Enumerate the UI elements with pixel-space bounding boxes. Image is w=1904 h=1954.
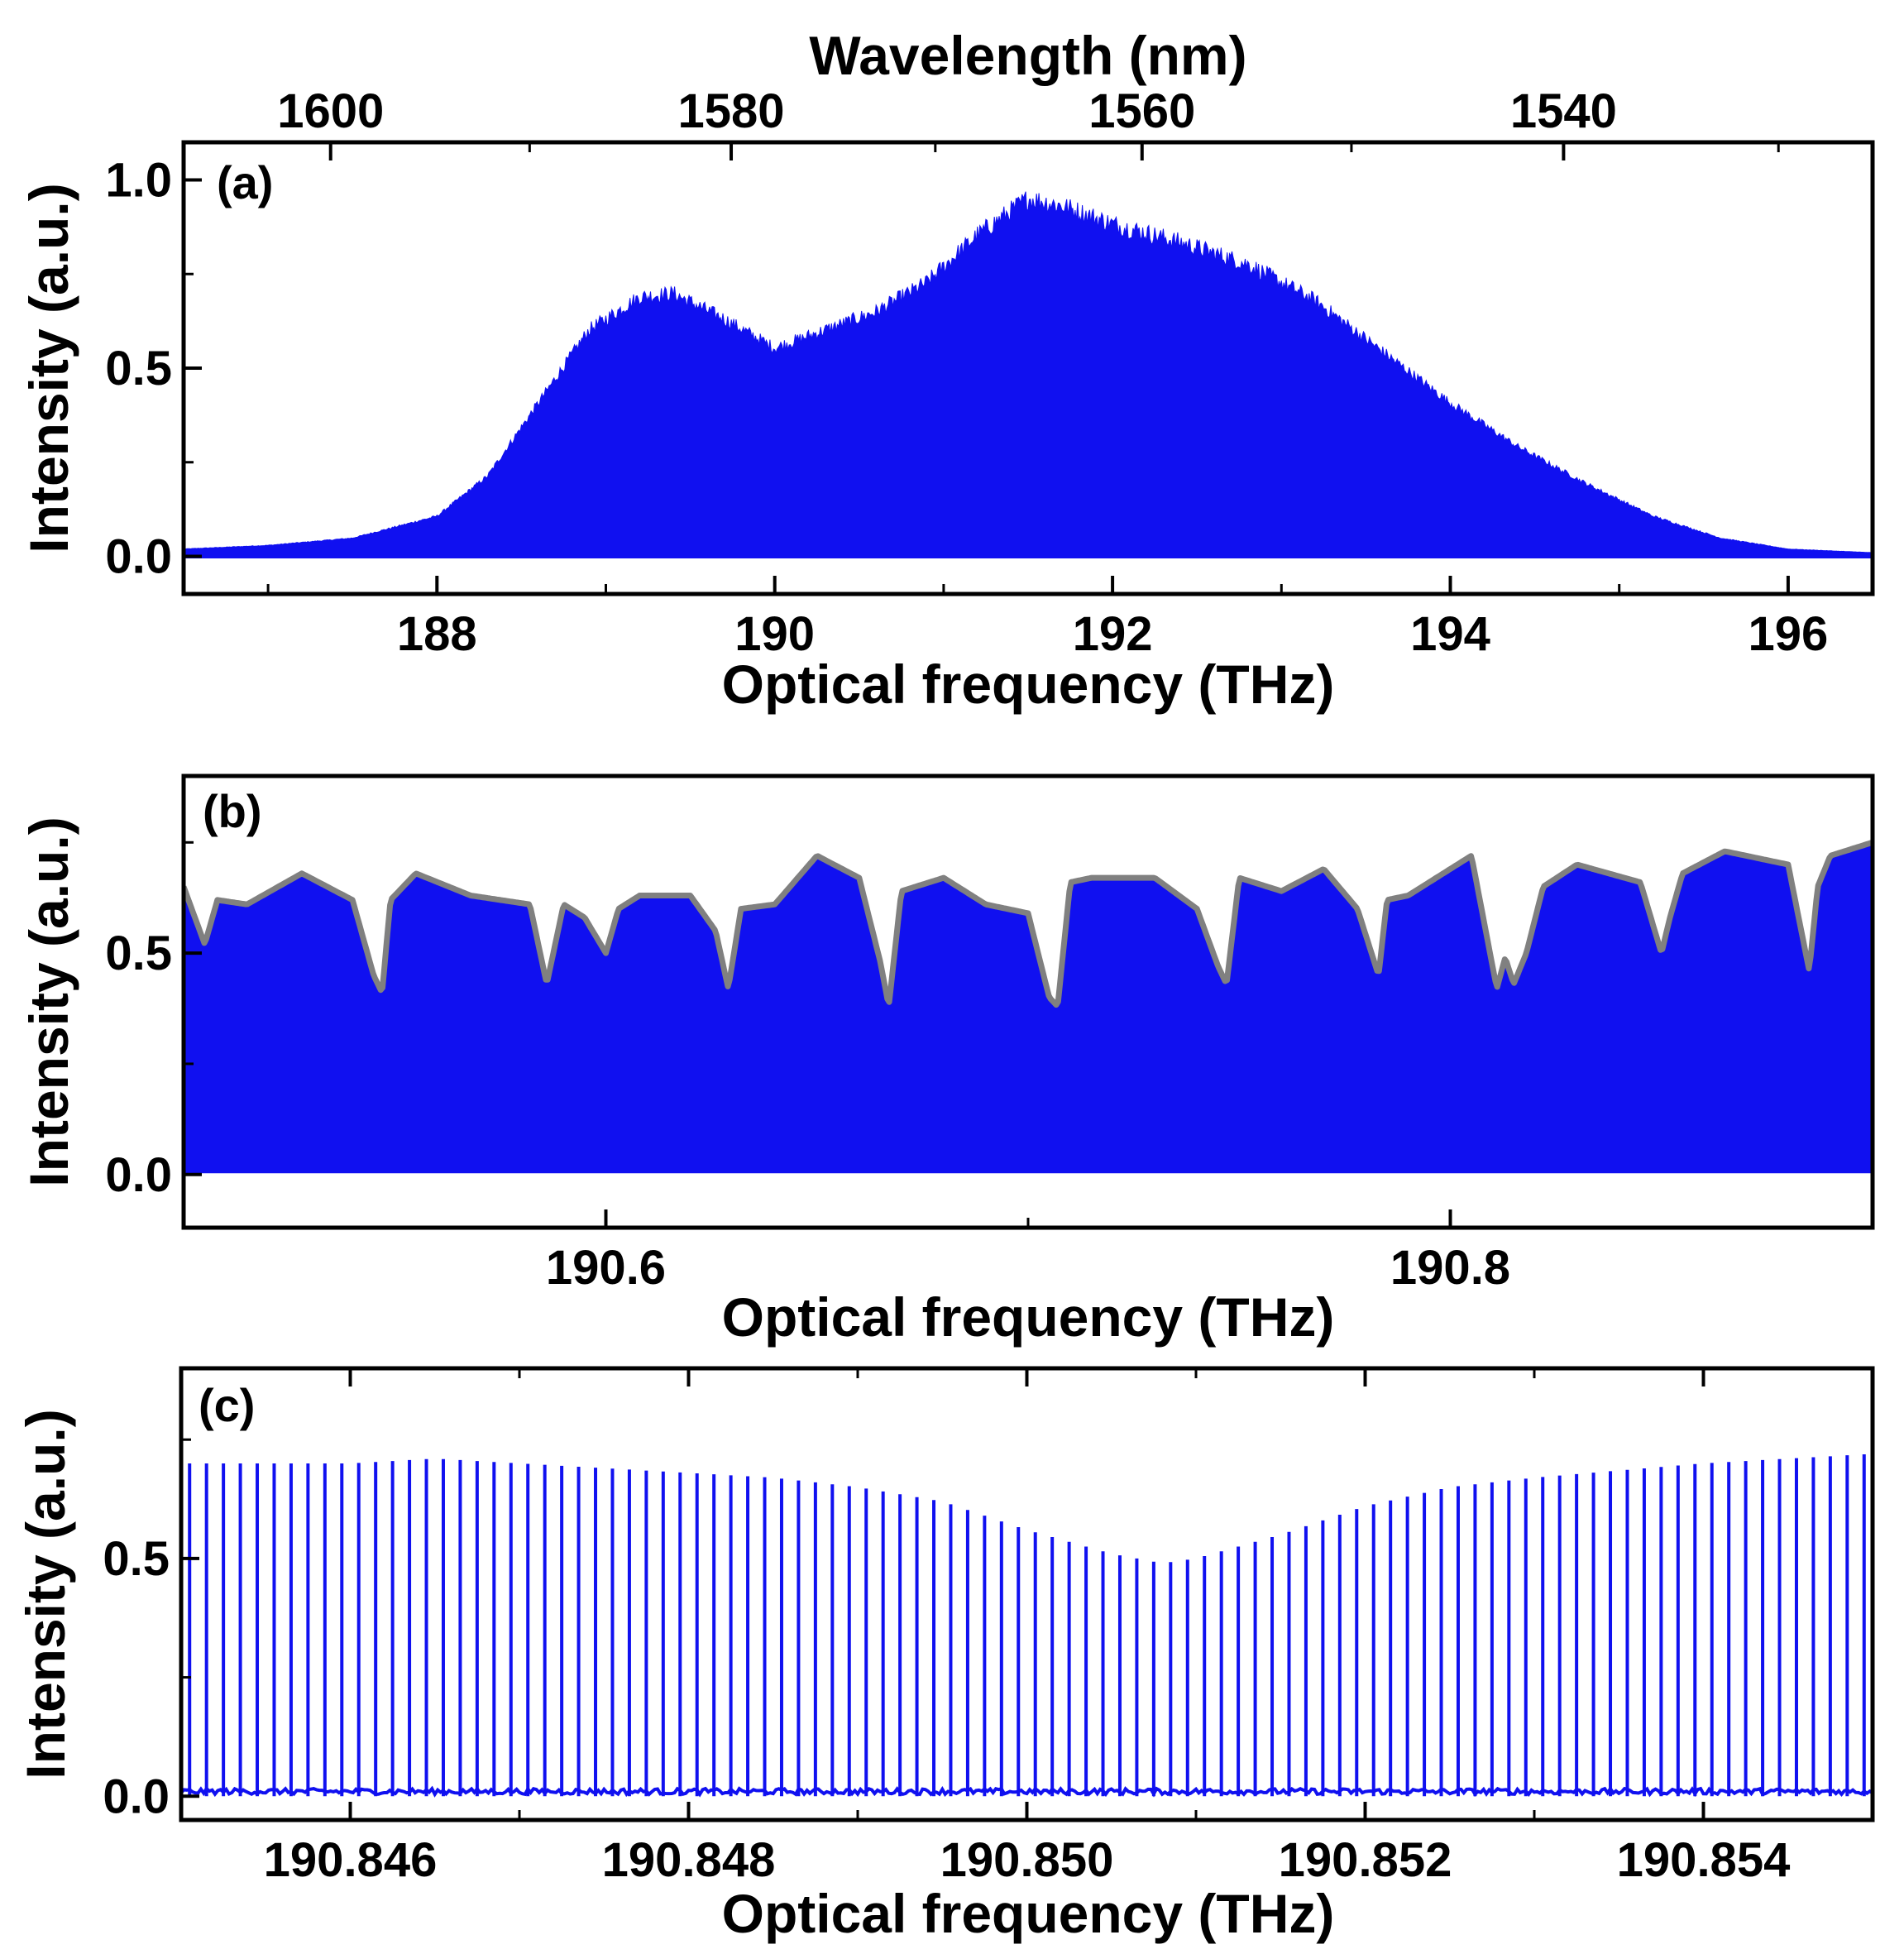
panel-a-x-tick-label: 194 [1410, 607, 1490, 661]
panel-a-y-tick-label: 0.5 [105, 342, 172, 395]
panel-b-spectrum-area [184, 842, 1873, 1175]
panel-b: 190.6 190.8 0.0 0.5 (b) Optical frequency (… [18, 773, 1875, 1348]
panel-a: 188 190 192 194 196 0.0 0.5 1.0 1600 1580 1560 1540… [18, 25, 1875, 715]
panel-b-axes: 190.6 190.8 0.0 0.5 [105, 841, 1510, 1295]
panel-b-x-tick-label: 190.8 [1390, 1241, 1510, 1295]
panel-c-x-tick-label: 190.850 [940, 1833, 1114, 1887]
panel-c-y-tick-label: 0.5 [103, 1532, 170, 1586]
panel-b-y-tick-label: 0.0 [105, 1148, 172, 1202]
panel-a-top-tick-label: 1560 [1088, 84, 1195, 138]
panel-a-axes: 188 190 192 194 196 0.0 0.5 1.0 1600 1580 1560 1540 [105, 84, 1828, 661]
panel-b-letter: (b) [203, 785, 262, 837]
panel-c-x-tick-label: 190.854 [1617, 1833, 1791, 1887]
panel-c-y-axis-title: Intensity (a.u.) [15, 1409, 76, 1779]
panel-a-x-tick-label: 188 [397, 607, 477, 661]
panel-b-envelope-line [184, 839, 1873, 1008]
panel-c: 190.846 190.848 190.850 190.852 190.854 0.0 0.… [15, 1366, 1875, 1944]
panel-a-top-tick-label: 1540 [1510, 84, 1617, 138]
panel-b-y-axis-title: Intensity (a.u.) [18, 817, 79, 1186]
panel-a-plot-area [184, 191, 1873, 558]
panel-b-plot-area [184, 839, 1873, 1176]
panel-c-baseline [181, 1785, 1873, 1798]
panel-a-letter: (a) [217, 156, 273, 208]
panel-b-x-tick-label: 190.6 [546, 1241, 666, 1295]
panel-a-x-axis-title: Optical frequency (THz) [722, 654, 1335, 715]
panel-a-top-tick-label: 1600 [277, 84, 384, 138]
panel-a-top-tick-label: 1580 [678, 84, 785, 138]
panel-a-x-tick-label: 190 [734, 607, 815, 661]
panel-a-y-tick-label: 0.0 [105, 530, 172, 584]
panel-a-y-tick-label: 1.0 [105, 154, 172, 208]
panel-c-frame [179, 1366, 1875, 1822]
panel-c-letter: (c) [199, 1379, 255, 1431]
panel-c-y-tick-label: 0.0 [103, 1770, 170, 1823]
panel-a-y-axis-title: Intensity (a.u.) [18, 183, 79, 553]
panel-b-x-axis-title: Optical frequency (THz) [722, 1286, 1335, 1348]
panel-a-x-tick-label: 196 [1749, 607, 1829, 661]
panel-c-x-tick-label: 190.852 [1279, 1833, 1452, 1887]
panel-c-axes: 190.846 190.848 190.850 190.852 190.854 0.0 0.… [103, 1368, 1790, 1887]
panel-a-spectrum-area [184, 191, 1873, 557]
panel-c-x-tick-label: 190.846 [264, 1833, 438, 1887]
panel-a-x-tick-label: 192 [1073, 607, 1153, 661]
panel-b-y-tick-label: 0.5 [105, 927, 172, 980]
panel-c-x-tick-label: 190.848 [602, 1833, 776, 1887]
panel-c-plot-area [181, 1454, 1873, 1798]
panel-a-top-axis-title: Wavelength (nm) [809, 25, 1246, 86]
panel-c-x-axis-title: Optical frequency (THz) [722, 1883, 1335, 1944]
